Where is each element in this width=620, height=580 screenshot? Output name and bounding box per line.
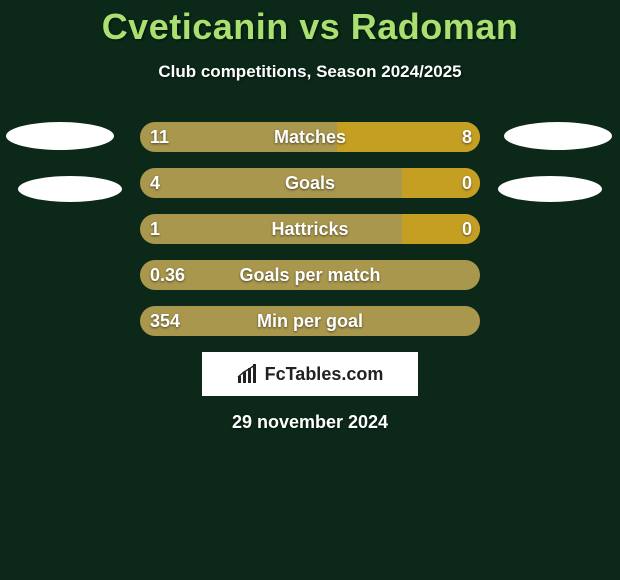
stat-bar <box>140 122 480 152</box>
stat-bar <box>140 168 480 198</box>
stat-bar <box>140 260 480 290</box>
comparison-chart: 11 Matches 8 4 Goals 0 1 Hattricks 0 0.3… <box>0 122 620 336</box>
stat-row: 354 Min per goal <box>0 306 620 336</box>
stat-bar-right <box>402 214 480 244</box>
stat-bar <box>140 214 480 244</box>
logo-text: FcTables.com <box>265 364 384 385</box>
stat-row: 4 Goals 0 <box>0 168 620 198</box>
stat-bar-right <box>402 168 480 198</box>
stat-row: 11 Matches 8 <box>0 122 620 152</box>
stat-row: 0.36 Goals per match <box>0 260 620 290</box>
footer-date: 29 november 2024 <box>0 412 620 433</box>
stat-bar <box>140 306 480 336</box>
fctables-logo: FcTables.com <box>202 352 418 396</box>
stat-bar-right <box>337 122 480 152</box>
stat-row: 1 Hattricks 0 <box>0 214 620 244</box>
page-title: Cveticanin vs Radoman <box>0 0 620 48</box>
chart-icon <box>237 364 259 384</box>
page-subtitle: Club competitions, Season 2024/2025 <box>0 62 620 82</box>
